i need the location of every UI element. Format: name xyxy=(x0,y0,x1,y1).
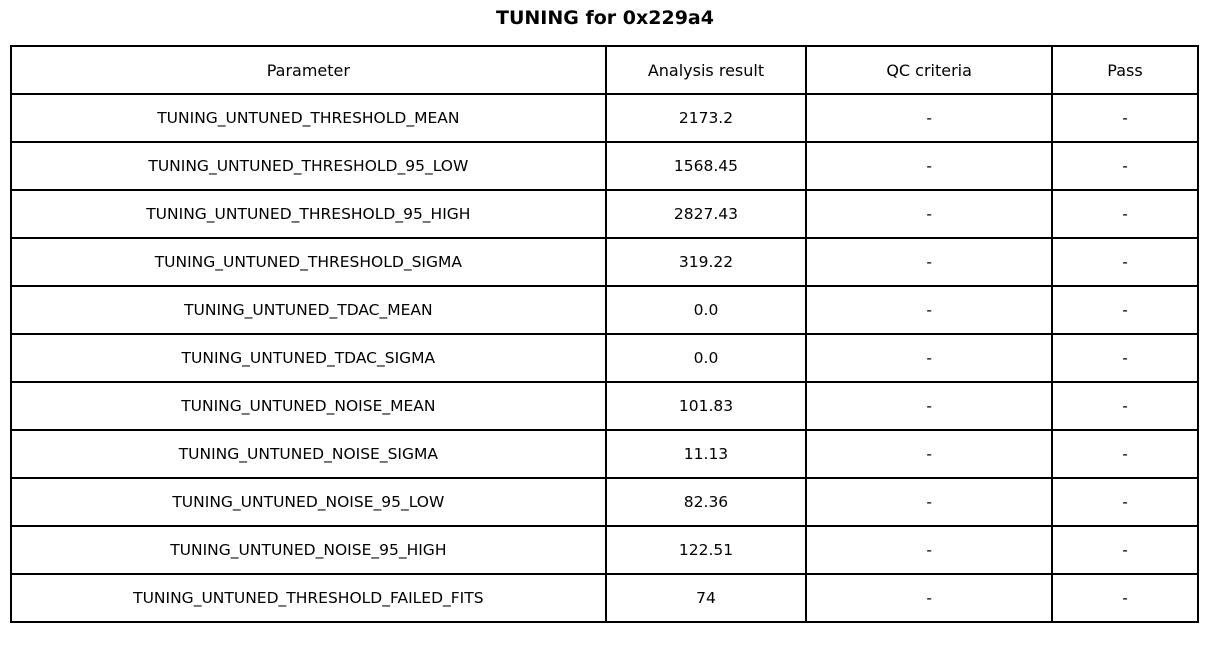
parameter-cell: TUNING_UNTUNED_TDAC_SIGMA xyxy=(10,333,607,383)
pass-cell: - xyxy=(1050,477,1200,527)
qc-results-table: Parameter Analysis result QC criteria Pa… xyxy=(10,45,1200,623)
parameter-cell: TUNING_UNTUNED_NOISE_SIGMA xyxy=(10,429,607,479)
table-header-row: Parameter Analysis result QC criteria Pa… xyxy=(10,45,1200,95)
table-row: TUNING_UNTUNED_NOISE_95_HIGH 122.51- - xyxy=(10,525,1200,575)
parameter-cell: TUNING_UNTUNED_NOISE_MEAN xyxy=(10,381,607,431)
pass-cell: - xyxy=(1050,285,1200,335)
chart-title: TUNING for 0x229a4 xyxy=(496,7,714,29)
pass-cell: - xyxy=(1050,237,1200,287)
analysis-result-cell: 122.51 xyxy=(604,525,808,575)
parameter-cell: TUNING_UNTUNED_THRESHOLD_95_HIGH xyxy=(10,189,607,239)
analysis-result-cell: 82.36 xyxy=(604,477,808,527)
qc-criteria-cell: - xyxy=(805,285,1053,335)
table-row: TUNING_UNTUNED_TDAC_MEAN 0.0- - xyxy=(10,285,1200,335)
parameter-cell: TUNING_UNTUNED_THRESHOLD_SIGMA xyxy=(10,237,607,287)
analysis-result-cell: 2173.2 xyxy=(604,93,808,143)
parameter-cell: TUNING_UNTUNED_THRESHOLD_95_LOW xyxy=(10,141,607,191)
column-header-pass: Pass xyxy=(1050,45,1200,95)
qc-criteria-cell: - xyxy=(805,573,1053,623)
parameter-cell: TUNING_UNTUNED_NOISE_95_HIGH xyxy=(10,525,607,575)
analysis-result-cell: 319.22 xyxy=(604,237,808,287)
pass-cell: - xyxy=(1050,525,1200,575)
table-body: TUNING_UNTUNED_THRESHOLD_MEAN 2173.2- - TUN… xyxy=(10,93,1200,623)
column-header-parameter: Parameter xyxy=(10,45,607,95)
analysis-result-cell: 101.83 xyxy=(604,381,808,431)
table-row: TUNING_UNTUNED_THRESHOLD_SIGMA 319.22- - xyxy=(10,237,1200,287)
table-row: TUNING_UNTUNED_THRESHOLD_MEAN 2173.2- - xyxy=(10,93,1200,143)
table-row: TUNING_UNTUNED_NOISE_MEAN 101.83- - xyxy=(10,381,1200,431)
analysis-result-cell: 74 xyxy=(604,573,808,623)
pass-cell: - xyxy=(1050,573,1200,623)
qc-criteria-cell: - xyxy=(805,189,1053,239)
parameter-cell: TUNING_UNTUNED_NOISE_95_LOW xyxy=(10,477,607,527)
pass-cell: - xyxy=(1050,189,1200,239)
pass-cell: - xyxy=(1050,93,1200,143)
analysis-result-cell: 1568.45 xyxy=(604,141,808,191)
pass-cell: - xyxy=(1050,381,1200,431)
table-row: TUNING_UNTUNED_TDAC_SIGMA 0.0- - xyxy=(10,333,1200,383)
parameter-cell: TUNING_UNTUNED_THRESHOLD_FAILED_FITS xyxy=(10,573,607,623)
table-row: TUNING_UNTUNED_THRESHOLD_95_LOW 1568.45- - xyxy=(10,141,1200,191)
qc-criteria-cell: - xyxy=(805,429,1053,479)
pass-cell: - xyxy=(1050,333,1200,383)
pass-cell: - xyxy=(1050,141,1200,191)
pass-cell: - xyxy=(1050,429,1200,479)
analysis-result-cell: 0.0 xyxy=(604,333,808,383)
qc-criteria-cell: - xyxy=(805,525,1053,575)
qc-criteria-cell: - xyxy=(805,333,1053,383)
table-row: TUNING_UNTUNED_NOISE_95_LOW 82.36- - xyxy=(10,477,1200,527)
qc-criteria-cell: - xyxy=(805,93,1053,143)
parameter-cell: TUNING_UNTUNED_TDAC_MEAN xyxy=(10,285,607,335)
qc-criteria-cell: - xyxy=(805,477,1053,527)
table-row: TUNING_UNTUNED_THRESHOLD_95_HIGH 2827.43-… xyxy=(10,189,1200,239)
column-header-qc-criteria: QC criteria xyxy=(805,45,1053,95)
qc-criteria-cell: - xyxy=(805,141,1053,191)
analysis-result-cell: 0.0 xyxy=(604,285,808,335)
analysis-result-cell: 11.13 xyxy=(604,429,808,479)
table-row: TUNING_UNTUNED_NOISE_SIGMA 11.13- - xyxy=(10,429,1200,479)
analysis-result-cell: 2827.43 xyxy=(604,189,808,239)
column-header-analysis-result: Analysis result xyxy=(604,45,808,95)
qc-criteria-cell: - xyxy=(805,237,1053,287)
qc-criteria-cell: - xyxy=(805,381,1053,431)
parameter-cell: TUNING_UNTUNED_THRESHOLD_MEAN xyxy=(10,93,607,143)
table-row: TUNING_UNTUNED_THRESHOLD_FAILED_FITS 74- - xyxy=(10,573,1200,623)
